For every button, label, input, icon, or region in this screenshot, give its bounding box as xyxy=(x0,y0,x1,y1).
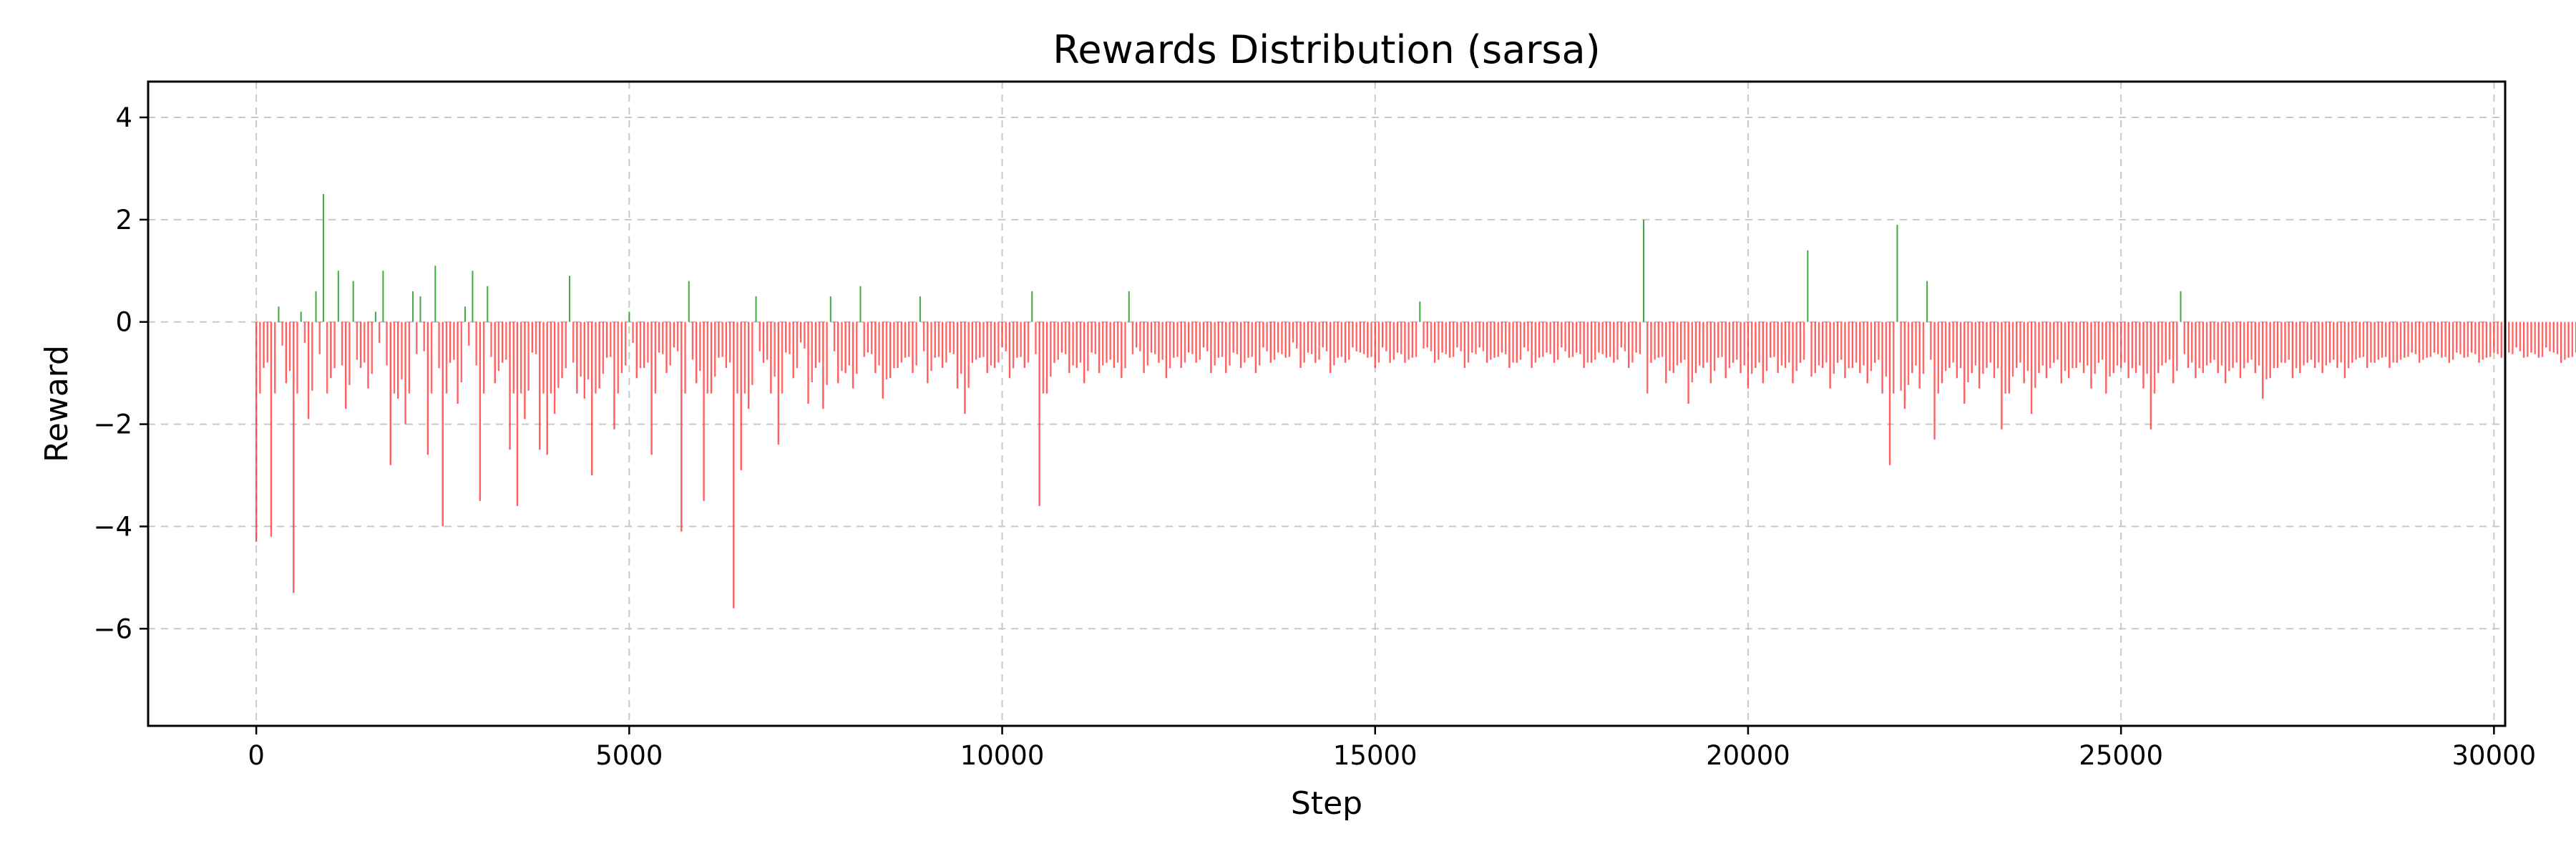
x-tick-label: 30000 xyxy=(2452,740,2537,771)
x-tick-label: 10000 xyxy=(960,740,1045,771)
y-tick-label: 4 xyxy=(115,102,132,133)
y-tick-label: 0 xyxy=(115,307,132,338)
x-tick-label: 25000 xyxy=(2079,740,2163,771)
y-axis-label: Reward xyxy=(39,345,75,462)
y-tick-label: 2 xyxy=(115,205,132,236)
x-axis: 0 5000 10000 15000 20000 25000 30000 xyxy=(248,726,2536,771)
x-tick-label: 15000 xyxy=(1333,740,1418,771)
y-tick-label: −2 xyxy=(93,409,132,440)
bars-layer xyxy=(255,194,2576,608)
x-tick-label: 0 xyxy=(248,740,265,771)
chart-title: Rewards Distribution (sarsa) xyxy=(1053,27,1600,72)
y-axis: 4 2 0 −2 −4 −6 xyxy=(93,102,148,644)
x-tick-label: 20000 xyxy=(1706,740,1790,771)
y-tick-label: −4 xyxy=(93,511,132,542)
plot-frame xyxy=(147,80,2507,727)
x-axis-label: Step xyxy=(1291,785,1362,822)
y-tick-label: −6 xyxy=(93,613,132,644)
x-tick-label: 5000 xyxy=(595,740,663,771)
grid-lines xyxy=(148,82,2505,726)
